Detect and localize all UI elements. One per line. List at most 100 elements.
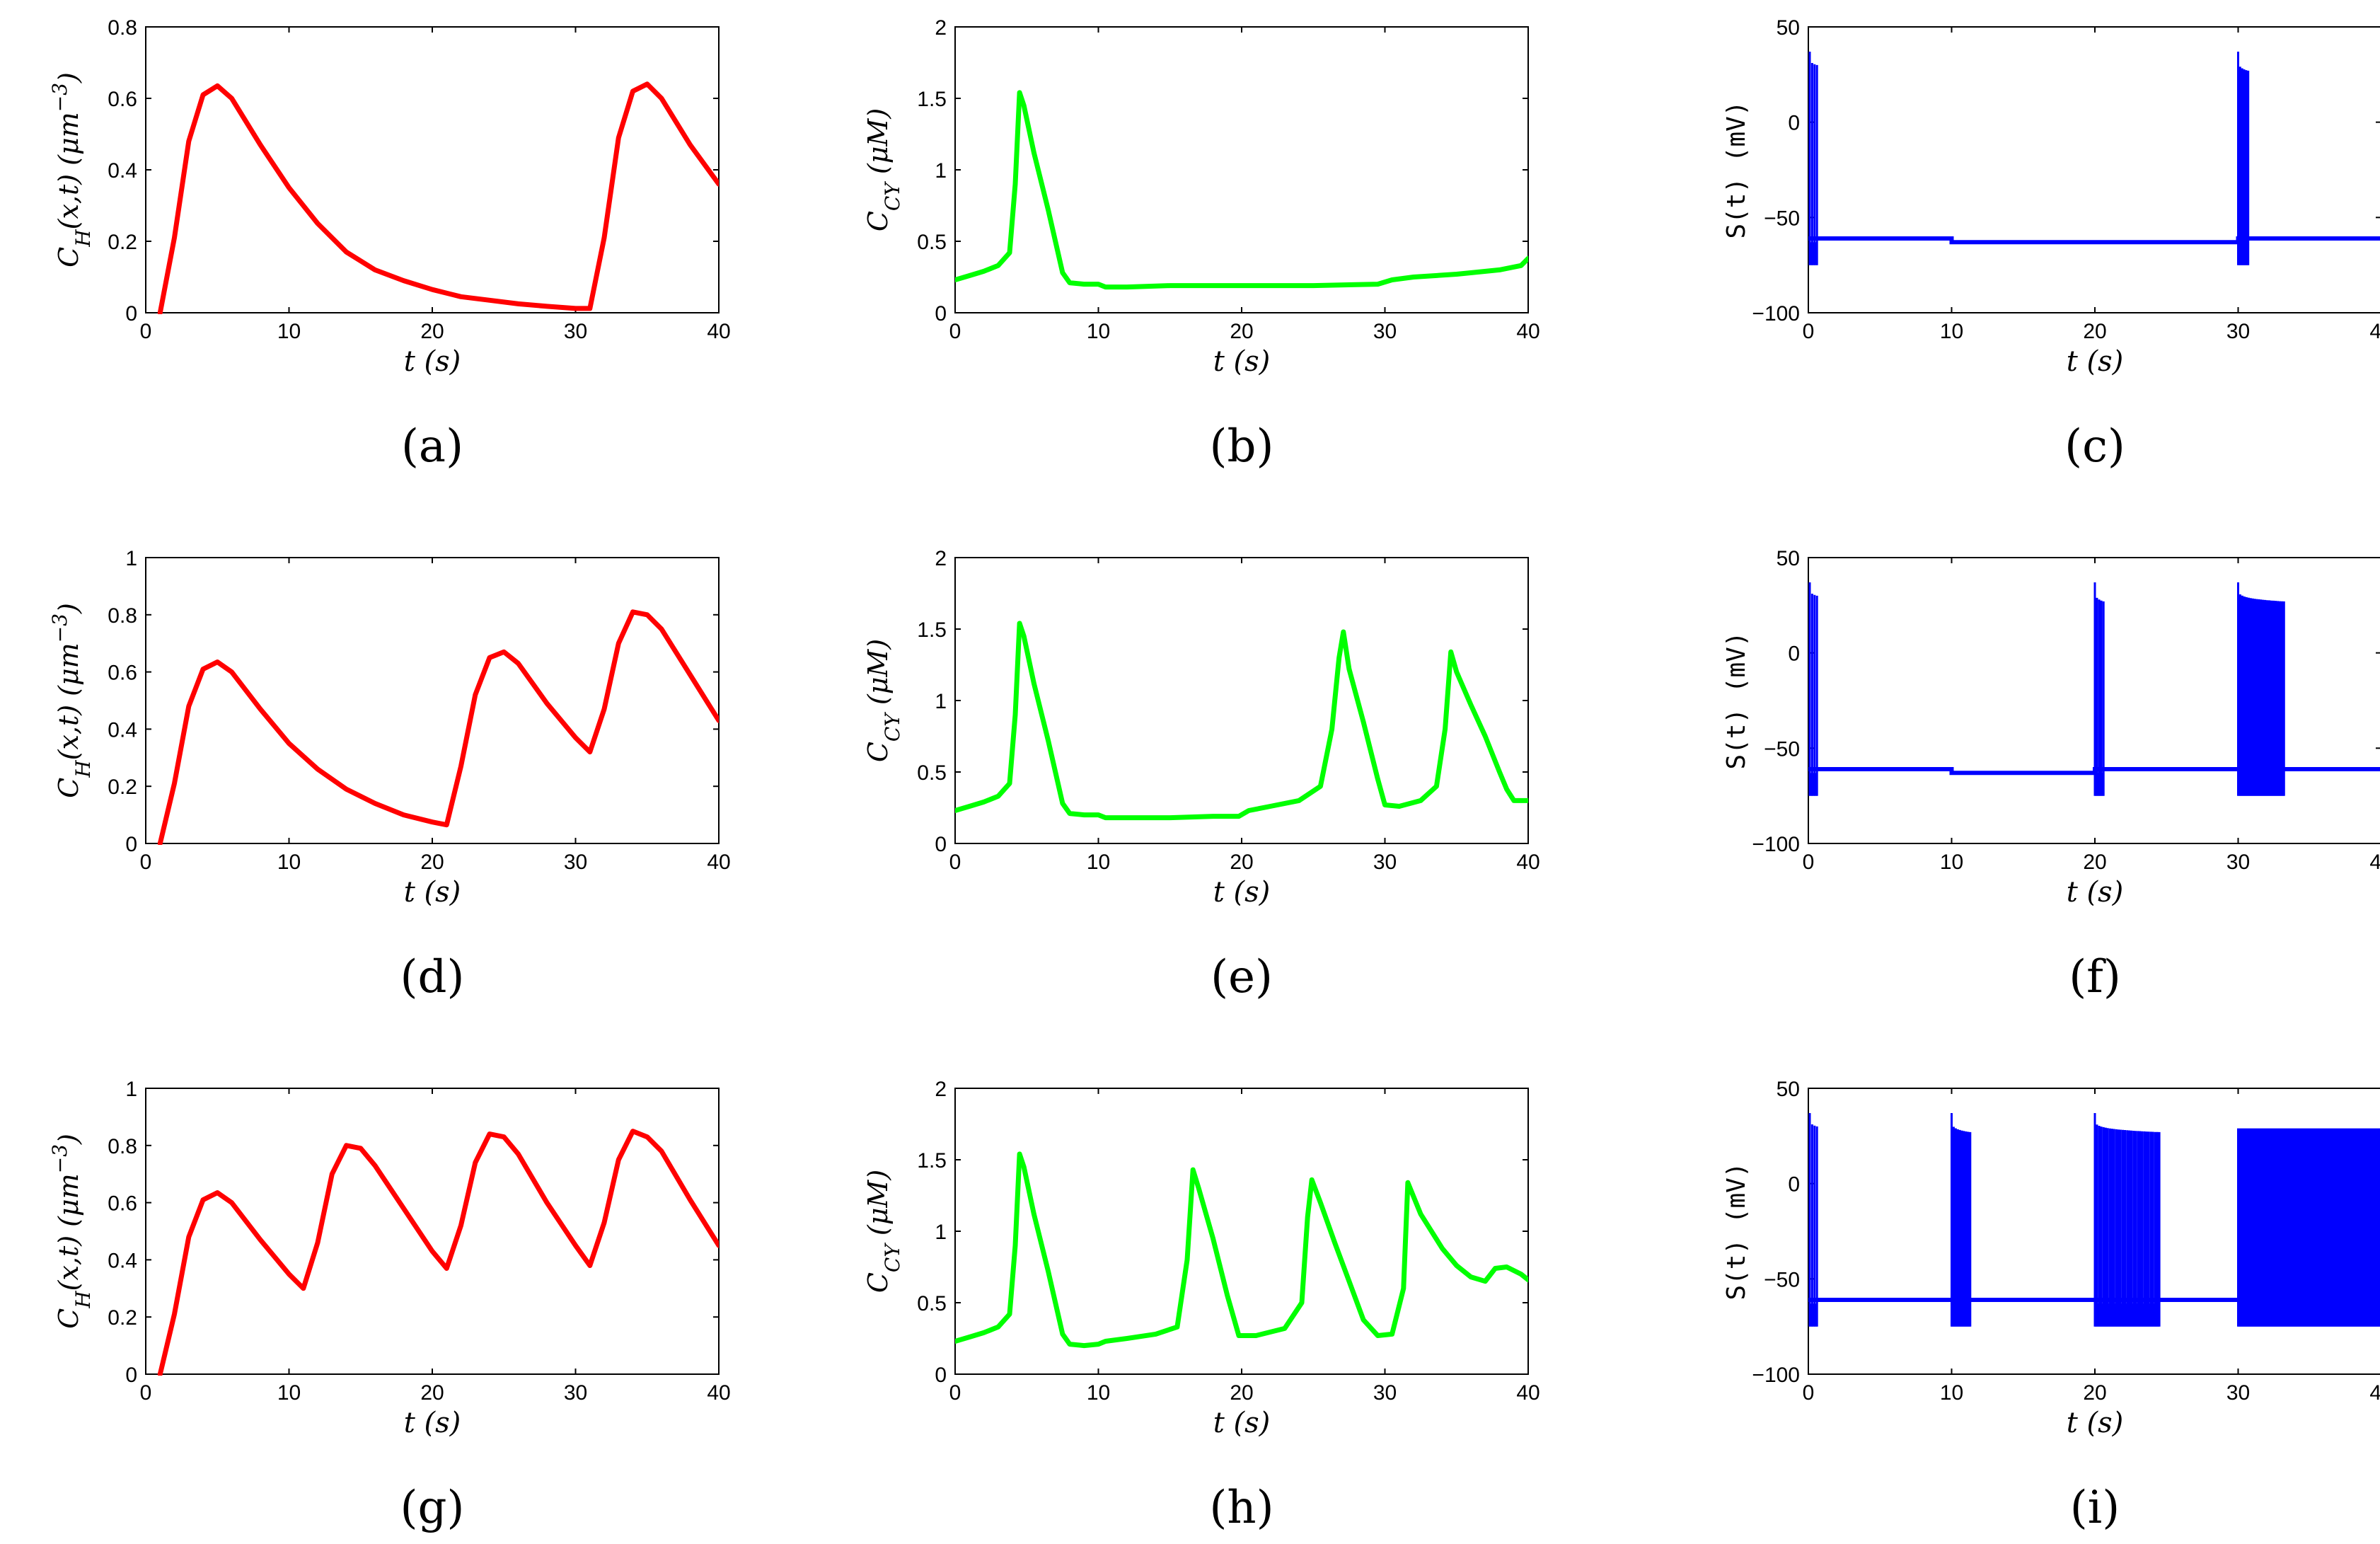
y-tick-label: 0.5: [917, 231, 947, 254]
spike-burst-body: [2238, 242, 2248, 265]
y-tick-label: 2: [935, 547, 947, 570]
x-tick-label: 40: [2369, 320, 2380, 343]
panel-label: (a): [401, 420, 463, 473]
x-tick-label: 30: [2226, 320, 2250, 343]
spike-burst: [1951, 1113, 1972, 1327]
series-line: [955, 621, 1528, 821]
panel-c: 0 10 20 30 40 −100 −50 0 50 t (s) S(t) (mV) (c): [1722, 16, 2380, 473]
panel-label: (d): [400, 951, 465, 1003]
panel-label: (e): [1211, 951, 1273, 1003]
x-tick-label: 40: [1516, 320, 1540, 343]
plot-area: [157, 81, 719, 314]
y-label-subscript: H: [71, 1291, 95, 1309]
x-axis-label: t (s): [404, 876, 461, 909]
y-label-main: C: [862, 1272, 894, 1293]
y-tick-label: 1: [125, 547, 137, 570]
y-tick-label: 0: [1788, 643, 1800, 666]
panel-f: 0 10 20 30 40 −100 −50 0 50 t (s) S(t) (mV) (f): [1722, 547, 2380, 1003]
y-tick-label: 0.5: [917, 761, 947, 785]
x-tick-label: 0: [140, 851, 152, 874]
y-tick-label: 0.6: [108, 1192, 137, 1216]
spike-burst: [1808, 52, 1818, 265]
x-axis-label: t (s): [2067, 345, 2124, 378]
spike-burst-body: [1951, 1303, 1970, 1327]
x-tick-label: 20: [1230, 1381, 1253, 1405]
x-axis-label: t (s): [2067, 1407, 2124, 1439]
y-tick-label: 0.8: [108, 604, 137, 628]
y-tick-label: 0.6: [108, 662, 137, 685]
y-label-subscript: CY: [881, 1243, 904, 1272]
x-tick-label: 40: [707, 851, 730, 874]
x-tick-label: 10: [1940, 320, 1963, 343]
baseline-potential: [1808, 767, 2380, 776]
y-axis-label: CCY (μM): [862, 639, 904, 762]
y-tick-label: 1.5: [917, 618, 947, 642]
x-tick-label: 0: [949, 320, 961, 343]
plot-area: [955, 621, 1528, 821]
y-label-main: C: [862, 211, 894, 231]
y-tick-label: 1: [935, 1221, 947, 1244]
x-tick-label: 30: [1373, 851, 1397, 874]
series-line: [157, 609, 719, 845]
series-line: [955, 90, 1528, 290]
panel-i: 0 10 20 30 40 −100 −50 0 50 t (s) S(t) (mV) (i): [1722, 1078, 2380, 1534]
x-tick-label: 40: [2369, 851, 2380, 874]
plot-area: [1808, 1113, 2380, 1327]
y-tick-label: 2: [935, 16, 947, 40]
y-tick-label: −100: [1752, 302, 1800, 325]
x-axis-label: t (s): [1213, 345, 1271, 378]
y-label-rest: (μM): [862, 639, 894, 713]
x-tick-label: 0: [140, 320, 152, 343]
x-tick-label: 30: [1373, 1381, 1397, 1405]
y-label-superscript: −3: [48, 613, 71, 643]
spike-burst-body: [2095, 773, 2104, 796]
y-label-superscript: −3: [48, 1144, 71, 1173]
panel-g: 0 10 20 30 40 0 0.2 0.4 0.6 0.8 1 t (s) CH(x,t) (μm−…: [48, 1078, 731, 1534]
axes-frame: [145, 1088, 720, 1375]
y-tick-label: 0.8: [108, 16, 137, 40]
y-tick-label: 0.2: [108, 776, 137, 799]
panel-label: (i): [2070, 1482, 2120, 1534]
y-axis-label: CCY (μM): [862, 108, 904, 231]
y-tick-label: 1: [935, 159, 947, 183]
y-tick-label: −50: [1764, 1268, 1800, 1291]
y-axis-label: S(t) (mV): [1722, 100, 1751, 238]
x-axis-label: t (s): [2067, 876, 2124, 909]
x-tick-label: 0: [140, 1381, 152, 1405]
series-line: [157, 81, 719, 314]
x-tick-label: 40: [1516, 851, 1540, 874]
panel-d: 0 10 20 30 40 0 0.2 0.4 0.6 0.8 1 t (s) CH(x,t) (μm−…: [48, 547, 731, 1003]
x-axis-label: t (s): [1213, 1407, 1271, 1439]
y-label-main: C: [53, 1308, 84, 1329]
y-axis-label: S(t) (mV): [1722, 1162, 1751, 1300]
y-tick-label: 2: [935, 1078, 947, 1101]
x-tick-label: 20: [1230, 851, 1253, 874]
y-label-close: ): [53, 1134, 84, 1145]
axes-frame: [954, 557, 1529, 844]
x-axis-label: t (s): [404, 345, 461, 378]
panel-label: (f): [2069, 951, 2121, 1003]
x-tick-label: 0: [949, 1381, 961, 1405]
x-axis-label: t (s): [1213, 876, 1271, 909]
y-tick-label: 50: [1777, 16, 1800, 40]
x-tick-label: 40: [707, 1381, 730, 1405]
x-tick-label: 40: [2369, 1381, 2380, 1405]
x-tick-label: 20: [420, 320, 444, 343]
plot-area: [955, 1151, 1528, 1349]
spike-burst-body: [1810, 242, 1818, 265]
y-tick-label: −100: [1752, 833, 1800, 856]
spike-burst: [2237, 1128, 2380, 1327]
spike-burst: [2237, 582, 2285, 796]
x-tick-label: 10: [1087, 1381, 1110, 1405]
axes-frame: [954, 1088, 1529, 1375]
y-label-main: C: [862, 742, 894, 762]
x-tick-label: 20: [420, 1381, 444, 1405]
spike-burst-body: [1810, 1303, 1818, 1327]
x-tick-label: 0: [1803, 320, 1815, 343]
panel-label: (c): [2064, 420, 2125, 473]
spike-burst: [2093, 582, 2105, 796]
spike-burst: [2237, 52, 2250, 265]
spike-burst-body: [2095, 1303, 2160, 1327]
plot-area: [157, 609, 719, 845]
spike-burst: [2093, 1113, 2161, 1327]
